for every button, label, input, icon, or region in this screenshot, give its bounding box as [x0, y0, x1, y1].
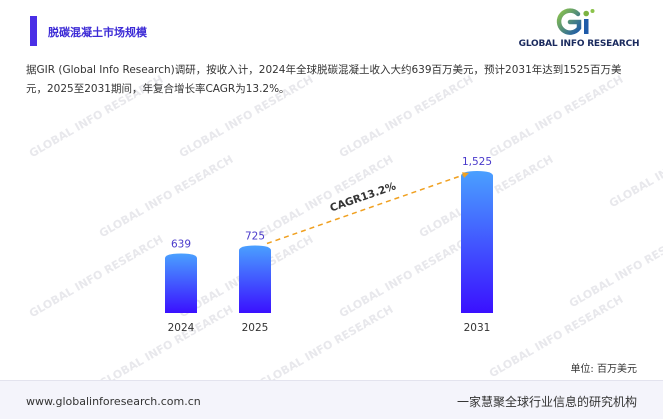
cagr-arrow-line	[266, 172, 470, 245]
website-link[interactable]: www.globalinforesearch.com.cn	[26, 395, 201, 408]
company-logo: GLOBAL INFO RESEARCH	[514, 8, 644, 52]
bar-2031	[461, 171, 493, 313]
footer-slogan: 一家慧聚全球行业信息的研究机构	[456, 395, 637, 409]
description-paragraph: 据GIR (Global Info Research)调研，按收入计，2024年…	[26, 64, 622, 95]
x-tick-label-2025: 2025	[242, 322, 269, 334]
bar-2025	[239, 245, 271, 313]
data-label-2031: 1,525	[462, 156, 492, 168]
page-title: 脱碳混凝土市场规模	[48, 26, 147, 39]
x-tick-label-2031: 2031	[464, 322, 491, 334]
logo-text: GLOBAL INFO RESEARCH	[518, 39, 640, 49]
x-tick-label-2024: 2024	[168, 322, 195, 334]
data-label-2025: 725	[245, 230, 265, 242]
unit-label: 单位: 百万美元	[570, 364, 637, 375]
data-label-2024: 639	[171, 238, 191, 250]
cagr-arrow-head	[462, 172, 469, 178]
bar-2024	[165, 253, 197, 313]
header: 脱碳混凝土市场规模 GLOBAL INFO RESEARCH	[0, 0, 663, 62]
title-accent-bar	[30, 16, 37, 46]
logo-mark-icon	[556, 8, 595, 35]
footer: www.globalinforesearch.com.cn 一家慧聚全球行业信息…	[0, 380, 663, 419]
